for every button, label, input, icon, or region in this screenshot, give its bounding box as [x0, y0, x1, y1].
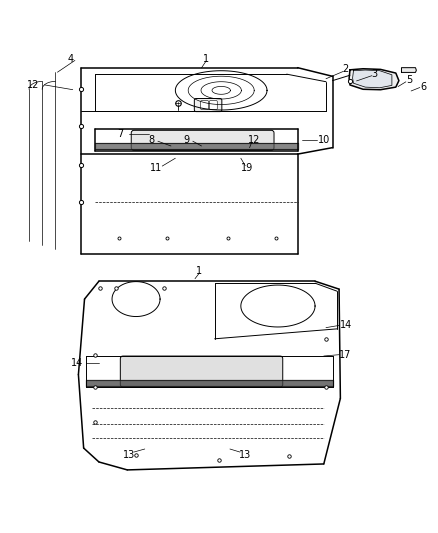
- Polygon shape: [402, 68, 417, 72]
- Text: 6: 6: [420, 83, 427, 93]
- Text: 12: 12: [27, 80, 39, 90]
- Polygon shape: [349, 69, 399, 90]
- Text: 4: 4: [67, 54, 74, 63]
- Text: 7: 7: [118, 129, 124, 139]
- FancyBboxPatch shape: [201, 101, 208, 109]
- Text: 17: 17: [339, 350, 352, 360]
- Text: 9: 9: [183, 135, 189, 145]
- Text: 14: 14: [339, 320, 352, 330]
- Text: 13: 13: [239, 450, 251, 460]
- Text: 8: 8: [148, 135, 154, 145]
- Text: 3: 3: [371, 69, 377, 78]
- FancyBboxPatch shape: [131, 130, 274, 150]
- Text: 1: 1: [203, 54, 209, 64]
- FancyBboxPatch shape: [194, 99, 222, 111]
- Text: 10: 10: [318, 135, 330, 145]
- Text: 5: 5: [406, 75, 412, 85]
- Text: 12: 12: [248, 135, 260, 145]
- Text: 14: 14: [71, 358, 83, 368]
- FancyBboxPatch shape: [120, 356, 283, 387]
- Polygon shape: [353, 70, 392, 88]
- Text: 13: 13: [124, 450, 136, 460]
- Text: 1: 1: [196, 266, 202, 276]
- Text: 2: 2: [343, 64, 349, 74]
- Text: 19: 19: [241, 163, 254, 173]
- Text: 11: 11: [149, 163, 162, 173]
- FancyBboxPatch shape: [209, 101, 217, 109]
